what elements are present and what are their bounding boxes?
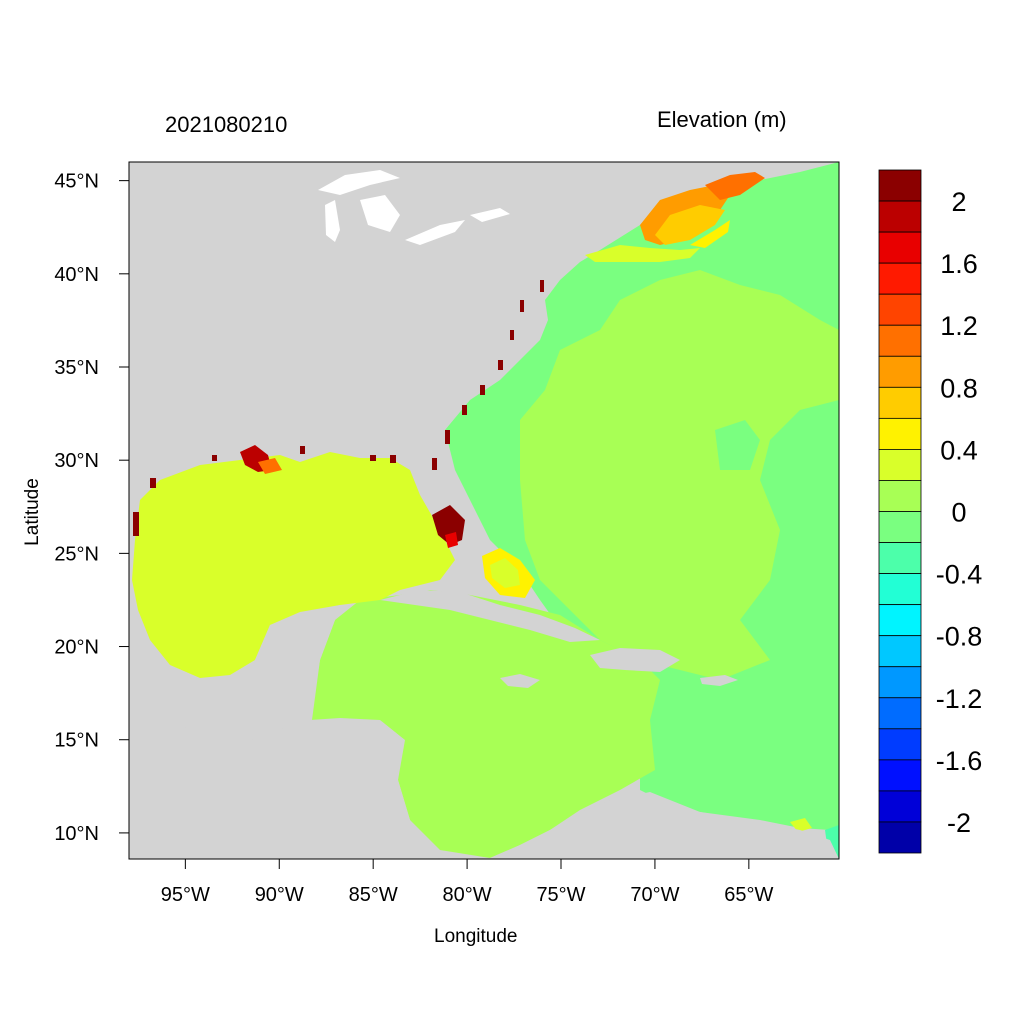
lake-ontario (470, 208, 510, 222)
colorbar-swatch (878, 480, 922, 512)
jamaica (500, 674, 540, 688)
y-tick-label: 20°N (54, 637, 99, 659)
central-america (129, 720, 440, 859)
south-florida-high (432, 505, 465, 545)
cuba (380, 590, 600, 642)
x-tick-label: 90°W (255, 884, 304, 906)
x-axis-title: Longitude (434, 926, 518, 947)
lake-erie (405, 220, 465, 245)
y-tick-label: 15°N (54, 730, 99, 752)
colorbar-label: 0 (951, 498, 966, 528)
central-atlantic-blob (715, 420, 760, 470)
puerto-rico (700, 675, 738, 686)
colorbar-label: 2 (951, 187, 966, 217)
colorbar-swatch (878, 790, 922, 823)
plot-frame (128, 161, 840, 860)
map-area (129, 162, 839, 859)
y-tick-label: 45°N (54, 171, 99, 193)
colorbar-swatch (878, 542, 922, 574)
hispaniola (590, 648, 680, 672)
colorbar-swatch (878, 511, 922, 543)
x-tick-label: 80°W (443, 884, 492, 906)
y-axis-ticks: 45°N 40°N 35°N 30°N 25°N 20°N 15°N 10°N (54, 171, 129, 845)
colorbar-swatch (878, 293, 922, 326)
colorbar-swatch (878, 635, 922, 668)
gulf-of-mexico (132, 452, 455, 678)
colorbar-swatch (878, 449, 922, 481)
x-tick-label: 70°W (630, 884, 679, 906)
y-axis-title: Latitude (22, 444, 44, 546)
louisiana-marsh-low (258, 458, 282, 474)
gulf-of-maine-peak (705, 172, 765, 200)
run-timestamp: 2021080210 (165, 112, 288, 137)
variable-title: Elevation (m) (657, 107, 787, 132)
colorbar-label: -1.2 (936, 684, 983, 714)
colorbar-label: 1.2 (940, 311, 978, 341)
colorbar-label: 0.8 (940, 373, 978, 403)
colorbar-swatch (878, 324, 922, 357)
y-tick-label: 40°N (54, 264, 99, 286)
x-tick-label: 85°W (349, 884, 398, 906)
x-tick-label: 65°W (724, 884, 773, 906)
y-tick-label: 30°N (54, 450, 99, 472)
gulf-of-maine-low (690, 220, 730, 248)
central-atlantic-light (520, 270, 839, 680)
colorbar-swatch (878, 759, 922, 792)
northeast-shelf (585, 245, 700, 262)
y-tick-label: 25°N (54, 543, 99, 565)
colorbar-swatch (878, 728, 922, 761)
south-america (440, 792, 839, 859)
caribbean-sea (310, 590, 660, 858)
bahamas-bank-inner (490, 558, 520, 588)
x-tick-label: 75°W (536, 884, 585, 906)
colorbar-swatch (878, 386, 922, 419)
colorbar-swatch (878, 355, 922, 388)
colorbar-label: 0.4 (940, 435, 978, 465)
colorbar-swatch (878, 604, 922, 637)
colorbar: 2 1.6 1.2 0.8 0.4 0 -0.4 -0.8 -1.2 -1.6 -2 (878, 169, 983, 854)
colorbar-swatch (878, 821, 922, 854)
colorbar-swatch (878, 417, 922, 450)
colorbar-label: -0.4 (936, 560, 983, 590)
yucatan (255, 605, 340, 730)
trinidad-shelf (790, 818, 812, 832)
colorbar-label: -0.8 (936, 622, 983, 652)
y-axis-title-text: Latitude (22, 478, 43, 546)
colorbar-label: -1.6 (936, 746, 983, 776)
colorbar-swatch (878, 697, 922, 730)
east-coast-surge-marks (133, 280, 544, 536)
lake-huron (360, 195, 400, 232)
colorbar-swatch (878, 169, 922, 202)
south-florida-tip (445, 532, 458, 548)
x-tick-label: 95°W (161, 884, 210, 906)
gulf-of-maine-mid (655, 205, 725, 245)
colorbar-swatch (878, 666, 922, 699)
x-axis-ticks: 95°W 90°W 85°W 80°W 75°W 70°W 65°W (161, 859, 774, 906)
lake-michigan (325, 200, 340, 242)
colorbar-label: -2 (947, 808, 971, 838)
colorbar-swatch (878, 200, 922, 233)
colorbar-swatch (878, 231, 922, 264)
y-tick-label: 35°N (54, 357, 99, 379)
lake-superior (318, 170, 400, 195)
colorbar-swatch (878, 262, 922, 295)
y-tick-label: 10°N (54, 823, 99, 845)
colorbar-label: 1.6 (940, 249, 978, 279)
colorbar-swatch (878, 573, 922, 606)
